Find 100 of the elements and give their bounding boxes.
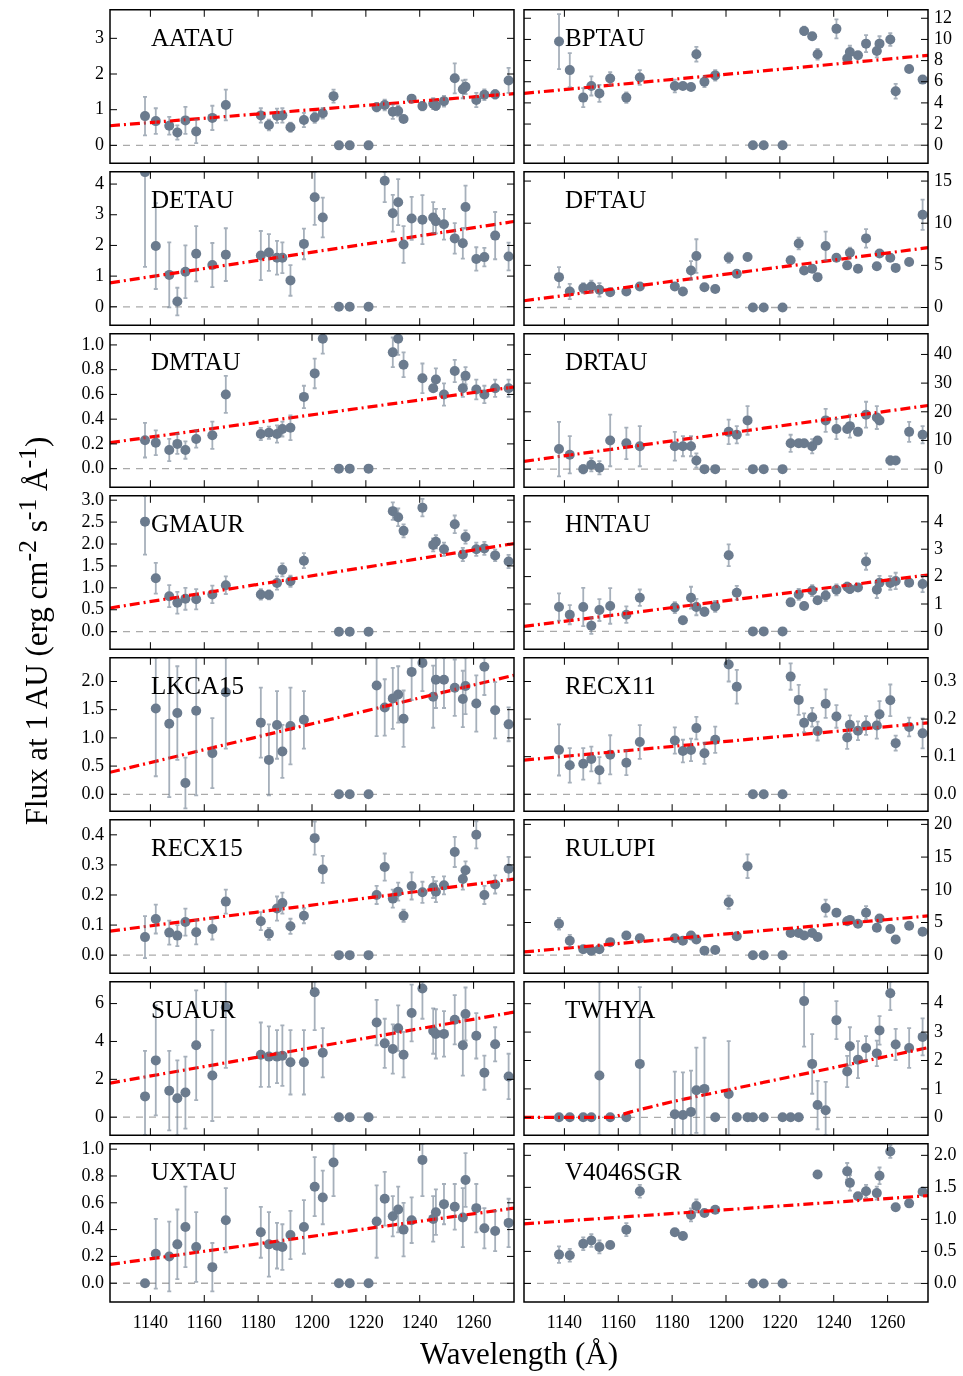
x-tick-label: 1200 xyxy=(294,1311,330,1332)
y-tick-label: 0.6 xyxy=(81,1191,104,1212)
y-tick-label: 3 xyxy=(934,537,943,558)
y-tick-label: 0.8 xyxy=(81,358,104,379)
y-tick-label: 0.0 xyxy=(81,620,104,641)
y-tick-label: 10 xyxy=(934,211,952,232)
y-tick-label: 0.2 xyxy=(81,1245,104,1266)
x-tick-label: 1200 xyxy=(708,1311,744,1332)
y-tick-label: 0.0 xyxy=(81,943,104,964)
y-tick-label: 0 xyxy=(934,457,943,478)
y-tick-label: 3.0 xyxy=(81,488,104,509)
y-tick-label: 2 xyxy=(934,1049,943,1070)
y-tick-label: 0.4 xyxy=(81,1218,104,1239)
text: DMTAU xyxy=(151,347,241,375)
y-tick-label: 20 xyxy=(934,400,952,421)
y-tick-label: 30 xyxy=(934,371,952,392)
y-tick-label: 1.0 xyxy=(81,576,104,597)
y-tick-label: 0.0 xyxy=(934,783,957,804)
x-tick-label: 1160 xyxy=(186,1311,222,1332)
text: RULUPI xyxy=(565,833,656,861)
y-tick-label: 3 xyxy=(95,27,104,48)
y-tick-label: 2 xyxy=(95,62,104,83)
y-tick-label: 0.6 xyxy=(81,383,104,404)
y-tick-label: 0.1 xyxy=(81,913,104,934)
x-axis-title: Wavelength (Å) xyxy=(419,1336,619,1372)
y-tick-label: 10 xyxy=(934,429,952,450)
text: LKCA15 xyxy=(151,671,245,699)
y-tick-label: 0.5 xyxy=(81,754,104,775)
text: HNTAU xyxy=(565,509,651,537)
text: V4046SGR xyxy=(565,1157,683,1185)
y-tick-label: 1 xyxy=(934,1077,943,1098)
x-tick-label: 1140 xyxy=(546,1311,583,1332)
y-tick-label: 6 xyxy=(934,70,943,91)
text: TWHYA xyxy=(565,995,656,1023)
y-tick-label: 4 xyxy=(934,91,943,112)
y-tick-label: 4 xyxy=(95,172,104,193)
y-tick-label: 8 xyxy=(934,49,943,70)
y-tick-label: 0.5 xyxy=(81,598,104,619)
y-tick-label: 2 xyxy=(934,565,943,586)
y-tick-label: 0 xyxy=(934,1106,943,1127)
y-tick-label: 0 xyxy=(934,296,943,317)
x-tick-label: 1180 xyxy=(240,1311,276,1332)
y-tick-label: 1 xyxy=(95,98,104,119)
x-tick-label: 1240 xyxy=(401,1311,438,1332)
y-tick-label: 0.0 xyxy=(81,457,104,478)
text: DFTAU xyxy=(565,185,647,213)
text: BPTAU xyxy=(565,23,645,51)
text: RECX11 xyxy=(565,671,656,699)
x-tick-label: 1240 xyxy=(815,1311,852,1332)
y-tick-label: 15 xyxy=(934,845,952,866)
y-tick-label: 1.0 xyxy=(81,726,104,747)
y-tick-label: 2.0 xyxy=(81,532,104,553)
y-tick-label: 0 xyxy=(934,133,943,154)
y-tick-label: 4 xyxy=(95,1030,104,1051)
y-tick-label: 5 xyxy=(934,911,943,932)
y-tick-label: 1.0 xyxy=(934,1208,957,1229)
y-tick-label: 0.2 xyxy=(934,707,957,728)
y-tick-label: 2.0 xyxy=(81,670,104,691)
y-tick-label: 1.5 xyxy=(81,554,104,575)
x-tick-label: 1220 xyxy=(761,1311,798,1332)
y-tick-label: 0.2 xyxy=(81,883,104,904)
x-tick-label: 1260 xyxy=(869,1311,906,1332)
y-tick-label: 0.8 xyxy=(81,1164,104,1185)
y-tick-label: 6 xyxy=(95,992,104,1013)
y-tick-label: 2.5 xyxy=(81,510,104,531)
y-tick-label: 15 xyxy=(934,169,952,190)
y-tick-label: 1.5 xyxy=(81,698,104,719)
y-tick-label: 4 xyxy=(934,510,943,531)
y-tick-label: 4 xyxy=(934,992,943,1013)
text: AATAU xyxy=(151,23,234,51)
y-tick-label: 1.0 xyxy=(81,1137,104,1158)
y-tick-label: 0.0 xyxy=(81,783,104,804)
y-tick-label: 2.0 xyxy=(934,1144,957,1165)
y-tick-label: 0 xyxy=(95,134,104,155)
y-tick-label: 5 xyxy=(934,254,943,275)
y-tick-label: 20 xyxy=(934,813,952,834)
y-tick-label: 0.4 xyxy=(81,407,104,428)
y-tick-label: 1.5 xyxy=(934,1176,957,1197)
text: UXTAU xyxy=(151,1157,237,1185)
y-tick-label: 0 xyxy=(934,943,943,964)
x-tick-label: 1140 xyxy=(132,1311,169,1332)
y-tick-label: 10 xyxy=(934,878,952,899)
y-tick-label: 2 xyxy=(95,234,104,255)
y-tick-label: 0.4 xyxy=(81,823,104,844)
x-tick-label: 1220 xyxy=(347,1311,384,1332)
y-tick-label: 0.3 xyxy=(81,853,104,874)
text: GMAUR xyxy=(151,509,245,537)
y-tick-label: 0.3 xyxy=(934,670,957,691)
y-tick-label: 0 xyxy=(934,620,943,641)
text: DRTAU xyxy=(565,347,648,375)
y-tick-label: 0 xyxy=(95,295,104,316)
y-tick-label: 3 xyxy=(95,203,104,224)
y-tick-label: 0.0 xyxy=(81,1271,104,1292)
text: DETAU xyxy=(151,185,234,213)
text: RECX15 xyxy=(151,833,243,861)
y-tick-label: 2 xyxy=(95,1068,104,1089)
y-tick-label: 2 xyxy=(934,112,943,133)
y-tick-label: 0 xyxy=(95,1105,104,1126)
x-tick-label: 1180 xyxy=(654,1311,690,1332)
y-tick-label: 1 xyxy=(95,264,104,285)
